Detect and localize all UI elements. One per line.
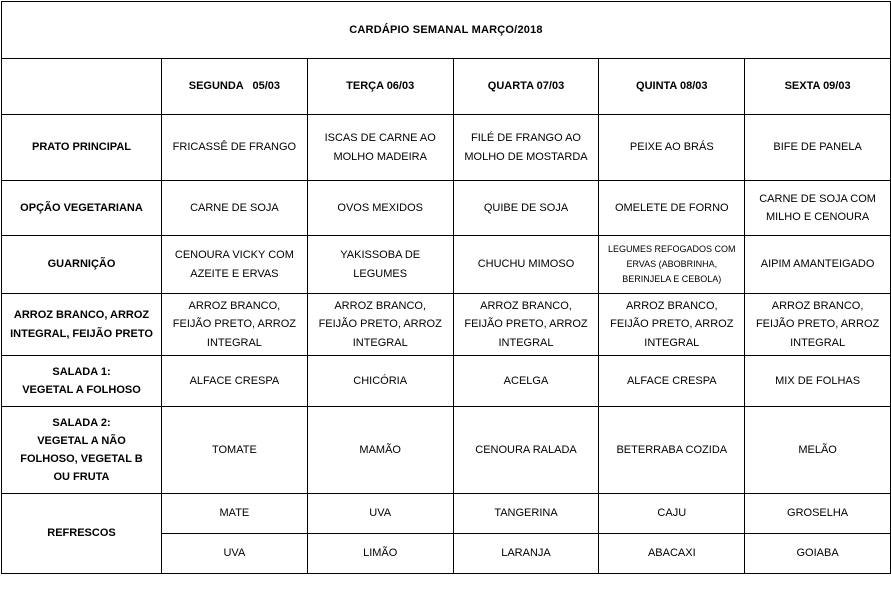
menu-cell: GOIABA: [744, 533, 891, 574]
menu-cell: CENOURA RALADA: [452, 406, 600, 494]
menu-cell: CENOURA VICKY COM AZEITE E ERVAS: [161, 235, 308, 294]
menu-cell: ISCAS DE CARNE AO MOLHO MADEIRA: [306, 114, 454, 181]
menu-cell: ARROZ BRANCO, FEIJÃO PRETO, ARROZ INTEGR…: [161, 293, 308, 356]
table-title: CARDÁPIO SEMANAL MARÇO/2018: [1, 1, 891, 59]
row-label-salada-2: SALADA 2: VEGETAL A NÃO FOLHOSO, VEGETAL…: [1, 406, 162, 494]
menu-cell: BETERRABA COZIDA: [598, 406, 746, 494]
menu-cell: LARANJA: [452, 533, 600, 574]
day-header-terca: TERÇA 06/03: [306, 58, 454, 115]
menu-cell: OMELETE DE FORNO: [598, 180, 746, 236]
day-header-segunda: SEGUNDA 05/03: [161, 58, 308, 115]
menu-cell: CAJU: [598, 493, 746, 534]
menu-cell: FILÉ DE FRANGO AO MOLHO DE MOSTARDA: [452, 114, 600, 181]
weekly-menu-table: CARDÁPIO SEMANAL MARÇO/2018 SEGUNDA 05/0…: [1, 1, 891, 574]
menu-cell: ALFACE CRESPA: [598, 355, 746, 407]
menu-cell: GROSELHA: [744, 493, 891, 534]
menu-cell: AIPIM AMANTEIGADO: [744, 235, 891, 294]
menu-cell: OVOS MEXIDOS: [306, 180, 454, 236]
menu-cell: MIX DE FOLHAS: [744, 355, 891, 407]
row-label-salada-1: SALADA 1: VEGETAL A FOLHOSO: [1, 355, 162, 407]
menu-cell: ARROZ BRANCO, FEIJÃO PRETO, ARROZ INTEGR…: [452, 293, 600, 356]
menu-cell: ABACAXI: [598, 533, 746, 574]
row-label-arroz-feijao: ARROZ BRANCO, ARROZ INTEGRAL, FEIJÃO PRE…: [1, 293, 162, 356]
menu-cell: UVA: [161, 533, 308, 574]
menu-cell: ARROZ BRANCO, FEIJÃO PRETO, ARROZ INTEGR…: [744, 293, 891, 356]
menu-cell: ARROZ BRANCO, FEIJÃO PRETO, ARROZ INTEGR…: [598, 293, 746, 356]
menu-cell: ARROZ BRANCO, FEIJÃO PRETO, ARROZ INTEGR…: [306, 293, 454, 356]
menu-cell: FRICASSÊ DE FRANGO: [161, 114, 308, 181]
row-label-prato-principal: PRATO PRINCIPAL: [1, 114, 162, 181]
menu-cell: TOMATE: [161, 406, 308, 494]
menu-cell: LEGUMES REFOGADOS COM ERVAS (ABOBRINHA, …: [598, 235, 746, 294]
menu-cell: CHUCHU MIMOSO: [452, 235, 600, 294]
day-header-quinta: QUINTA 08/03: [598, 58, 746, 115]
row-label-guarnicao: GUARNIÇÃO: [1, 235, 162, 294]
menu-cell: CARNE DE SOJA COM MILHO E CENOURA: [744, 180, 891, 236]
menu-cell: CHICÓRIA: [306, 355, 454, 407]
corner-cell: [1, 58, 162, 115]
menu-cell: YAKISSOBA DE LEGUMES: [306, 235, 454, 294]
menu-cell: BIFE DE PANELA: [744, 114, 891, 181]
menu-cell: UVA: [306, 493, 454, 534]
menu-cell: MAMÃO: [306, 406, 454, 494]
menu-cell: MATE: [161, 493, 308, 534]
row-label-opcao-vegetariana: OPÇÃO VEGETARIANA: [1, 180, 162, 236]
menu-cell: CARNE DE SOJA: [161, 180, 308, 236]
menu-cell: TANGERINA: [452, 493, 600, 534]
menu-cell: PEIXE AO BRÁS: [598, 114, 746, 181]
day-header-quarta: QUARTA 07/03: [452, 58, 600, 115]
menu-cell: LIMÃO: [306, 533, 454, 574]
menu-cell: MELÃO: [744, 406, 891, 494]
row-label-refrescos: REFRESCOS: [1, 493, 162, 574]
menu-cell: ALFACE CRESPA: [161, 355, 308, 407]
menu-cell: ACELGA: [452, 355, 600, 407]
menu-cell: QUIBE DE SOJA: [452, 180, 600, 236]
day-header-sexta: SEXTA 09/03: [744, 58, 891, 115]
